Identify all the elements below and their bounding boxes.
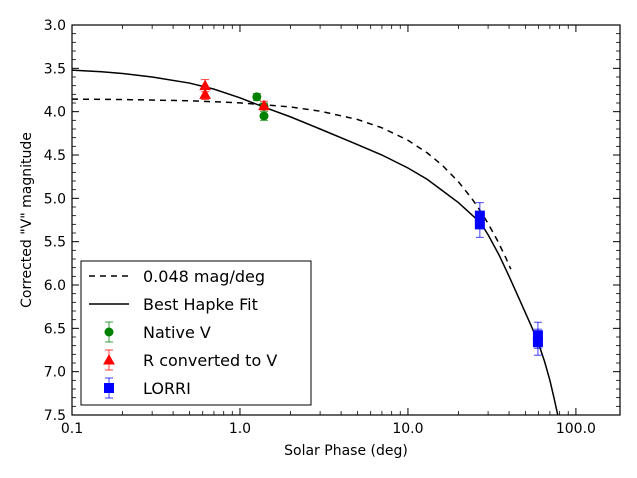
data-point-r-converted-to-v <box>258 99 270 111</box>
y-tick-label: 5.0 <box>44 191 66 207</box>
legend-label: Best Hapke Fit <box>143 295 258 314</box>
y-tick-label: 6.0 <box>44 278 66 294</box>
legend: 0.048 mag/deg Best Hapke Fit Native V R con… <box>80 260 312 406</box>
x-axis-label: Solar Phase (deg) <box>284 443 408 459</box>
y-tick-label: 4.0 <box>44 105 66 121</box>
plot-area <box>72 69 559 415</box>
x-tick-label: 1.0 <box>229 421 251 437</box>
y-tick-label: 3.5 <box>44 61 66 77</box>
y-tick-label: 7.0 <box>44 365 66 381</box>
x-tick-label: 0.1 <box>61 421 83 437</box>
y-tick-label: 5.5 <box>44 235 66 251</box>
legend-triangle-icon <box>103 353 115 365</box>
legend-item: Native V <box>104 321 211 343</box>
legend-label: LORRI <box>143 379 191 398</box>
legend-item: Best Hapke Fit <box>89 295 258 314</box>
marker-square <box>474 219 485 230</box>
legend-box <box>80 260 312 406</box>
x-tick-label: 10.0 <box>392 421 423 437</box>
marker-triangle <box>199 88 211 99</box>
plot-content <box>72 69 559 415</box>
data-point-native-v <box>252 92 262 102</box>
legend-label: 0.048 mag/deg <box>143 267 265 286</box>
data-point-r-converted-to-v <box>199 88 211 101</box>
y-tick-label: 3.0 <box>44 18 66 34</box>
x-axis-ticks: 0.1 1.0 10.0 100.0 <box>61 25 596 437</box>
x-tick-label: 100.0 <box>556 421 596 437</box>
marker-circle <box>259 111 269 121</box>
y-tick-label: 4.5 <box>44 148 66 164</box>
legend-square-icon <box>104 383 114 393</box>
axes-frame <box>71 24 621 416</box>
data-point-native-v <box>259 111 269 121</box>
marker-square <box>532 337 543 348</box>
legend-label: R converted to V <box>143 351 277 370</box>
legend-item: R converted to V <box>103 349 277 371</box>
y-tick-label: 7.5 <box>44 408 66 424</box>
legend-item: 0.048 mag/deg <box>89 267 265 286</box>
series-line-0-048-mag-deg <box>72 98 512 270</box>
data-point-lorri <box>474 210 485 238</box>
y-axis-ticks: 3.0 3.5 4.0 4.5 5.0 5.5 6.0 6.5 7.0 7.5 <box>44 18 620 424</box>
marker-triangle <box>258 99 270 111</box>
data-point-lorri <box>532 328 543 356</box>
y-axis-label: Corrected "V" magnitude <box>19 132 35 308</box>
legend-circle-icon <box>104 327 114 337</box>
legend-item: LORRI <box>104 377 191 399</box>
y-tick-label: 6.5 <box>44 321 66 337</box>
marker-circle <box>252 92 262 102</box>
legend-label: Native V <box>143 323 211 342</box>
